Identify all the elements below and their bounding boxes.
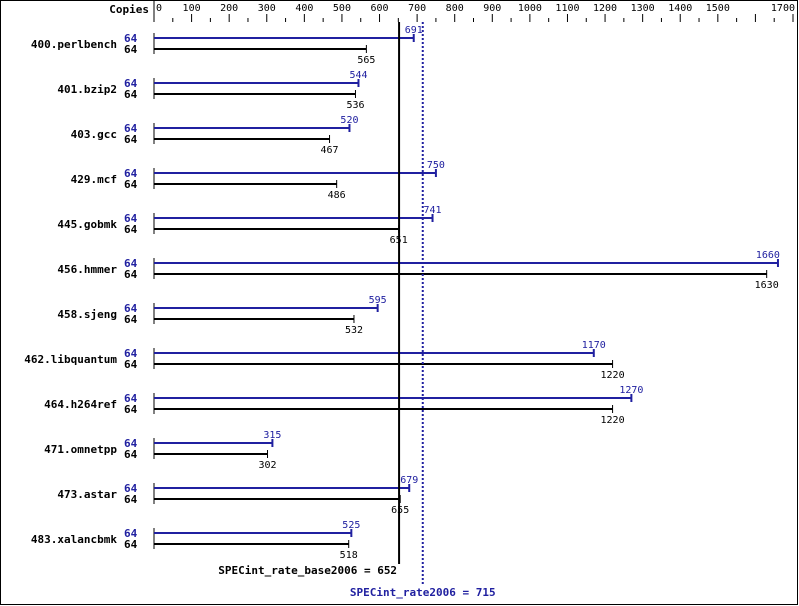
x-tick-label: 1200 xyxy=(593,3,617,14)
base-copies-label: 64 xyxy=(124,403,138,416)
base-copies-label: 64 xyxy=(124,268,138,281)
peak-value-label: 1660 xyxy=(756,250,780,261)
base-value-label: 486 xyxy=(328,190,346,201)
copies-header: Copies xyxy=(109,3,149,16)
peak-value-label: 520 xyxy=(340,115,358,126)
x-tick-label: 1100 xyxy=(555,3,579,14)
base-copies-label: 64 xyxy=(124,448,138,461)
peak-copies-label: 64 xyxy=(124,392,138,405)
base-copies-label: 64 xyxy=(124,538,138,551)
peak-copies-label: 64 xyxy=(124,347,138,360)
x-tick-label: 1700 xyxy=(771,3,795,14)
benchmark-label: 483.xalancbmk xyxy=(31,533,117,546)
x-tick-label: 700 xyxy=(408,3,426,14)
base-copies-label: 64 xyxy=(124,313,138,326)
x-tick-label: 0 xyxy=(156,3,162,14)
base-value-label: 1220 xyxy=(601,415,625,426)
peak-value-label: 315 xyxy=(263,430,281,441)
base-reference-label: SPECint_rate_base2006 = 652 xyxy=(218,564,397,577)
x-tick-label: 1400 xyxy=(668,3,692,14)
peak-value-label: 741 xyxy=(423,205,441,216)
peak-copies-label: 64 xyxy=(124,212,138,225)
x-tick-label: 1000 xyxy=(518,3,542,14)
base-value-label: 467 xyxy=(321,145,339,156)
peak-copies-label: 64 xyxy=(124,77,138,90)
peak-reference-label: SPECint_rate2006 = 715 xyxy=(350,586,496,599)
peak-value-label: 750 xyxy=(427,160,445,171)
base-copies-label: 64 xyxy=(124,223,138,236)
benchmark-label: 464.h264ref xyxy=(44,398,117,411)
base-value-label: 536 xyxy=(346,100,364,111)
peak-value-label: 691 xyxy=(405,25,423,36)
base-value-label: 565 xyxy=(357,55,375,66)
peak-value-label: 544 xyxy=(349,70,367,81)
peak-value-label: 595 xyxy=(369,295,387,306)
benchmark-label: 403.gcc xyxy=(71,128,117,141)
peak-copies-label: 64 xyxy=(124,302,138,315)
peak-copies-label: 64 xyxy=(124,482,138,495)
x-tick-label: 1500 xyxy=(706,3,730,14)
peak-value-label: 525 xyxy=(342,520,360,531)
base-value-label: 532 xyxy=(345,325,363,336)
benchmark-label: 458.sjeng xyxy=(57,308,117,321)
peak-copies-label: 64 xyxy=(124,167,138,180)
base-copies-label: 64 xyxy=(124,88,138,101)
base-value-label: 1220 xyxy=(601,370,625,381)
peak-copies-label: 64 xyxy=(124,122,138,135)
x-tick-label: 900 xyxy=(483,3,501,14)
peak-value-label: 679 xyxy=(400,475,418,486)
peak-copies-label: 64 xyxy=(124,437,138,450)
x-tick-label: 400 xyxy=(295,3,313,14)
base-value-label: 302 xyxy=(258,460,276,471)
x-tick-label: 1300 xyxy=(631,3,655,14)
base-value-label: 1630 xyxy=(755,280,779,291)
benchmark-label: 401.bzip2 xyxy=(57,83,117,96)
base-value-label: 655 xyxy=(391,505,409,516)
base-copies-label: 64 xyxy=(124,178,138,191)
peak-copies-label: 64 xyxy=(124,527,138,540)
benchmark-label: 473.astar xyxy=(57,488,117,501)
peak-copies-label: 64 xyxy=(124,257,138,270)
benchmark-label: 471.omnetpp xyxy=(44,443,117,456)
benchmark-label: 445.gobmk xyxy=(57,218,117,231)
benchmark-label: 462.libquantum xyxy=(24,353,117,366)
x-tick-label: 300 xyxy=(258,3,276,14)
base-copies-label: 64 xyxy=(124,493,138,506)
base-value-label: 518 xyxy=(340,550,358,561)
x-tick-label: 800 xyxy=(446,3,464,14)
peak-value-label: 1270 xyxy=(619,385,643,396)
x-tick-label: 600 xyxy=(370,3,388,14)
benchmark-label: 429.mcf xyxy=(71,173,117,186)
x-tick-label: 200 xyxy=(220,3,238,14)
base-copies-label: 64 xyxy=(124,133,138,146)
benchmark-label: 456.hmmer xyxy=(57,263,117,276)
base-copies-label: 64 xyxy=(124,43,138,56)
x-tick-label: 100 xyxy=(183,3,201,14)
peak-value-label: 1170 xyxy=(582,340,606,351)
base-copies-label: 64 xyxy=(124,358,138,371)
benchmark-label: 400.perlbench xyxy=(31,38,117,51)
peak-copies-label: 64 xyxy=(124,32,138,45)
x-tick-label: 500 xyxy=(333,3,351,14)
